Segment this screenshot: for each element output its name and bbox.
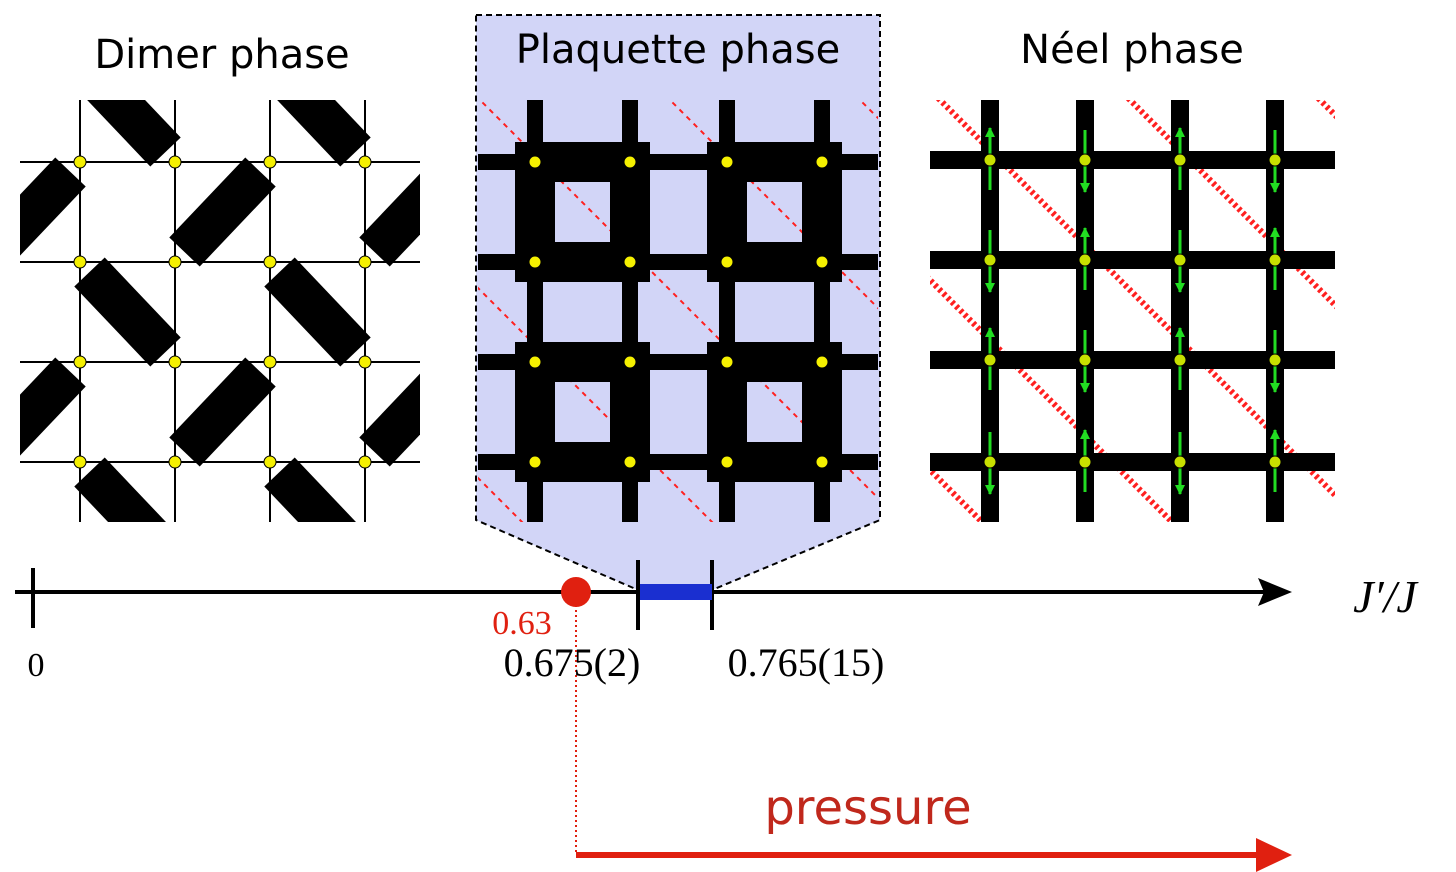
site <box>1174 354 1186 366</box>
site <box>721 156 733 168</box>
dimer <box>280 72 356 152</box>
site <box>264 256 276 268</box>
site <box>624 356 636 368</box>
site <box>74 456 86 468</box>
site <box>169 156 181 168</box>
dimer <box>185 172 261 252</box>
phase-title: Dimer phase <box>94 32 349 78</box>
marker-label: 0.63 <box>492 605 552 642</box>
dimer <box>0 372 71 452</box>
dimer <box>375 372 451 452</box>
site <box>984 354 996 366</box>
site <box>529 456 541 468</box>
site <box>1269 456 1281 468</box>
site <box>1174 154 1186 166</box>
site <box>529 156 541 168</box>
site <box>816 156 828 168</box>
site <box>1269 254 1281 266</box>
site <box>74 156 86 168</box>
site <box>984 154 996 166</box>
dimer <box>0 172 71 252</box>
tick-label: 0.675(2) <box>504 640 641 685</box>
dimer <box>280 472 356 552</box>
diagonal-bond <box>1390 60 1456 540</box>
site <box>1269 154 1281 166</box>
site <box>359 256 371 268</box>
pressure-label: pressure <box>764 780 971 836</box>
site <box>529 356 541 368</box>
dimer <box>90 72 166 152</box>
material-marker <box>561 577 591 607</box>
site <box>984 254 996 266</box>
tick-label: 0.765(15) <box>728 640 885 685</box>
site <box>1269 354 1281 366</box>
site <box>816 356 828 368</box>
dimer <box>280 272 356 352</box>
site <box>624 456 636 468</box>
site <box>264 456 276 468</box>
page: Dimer phase Plaquette phase Néel phase J… <box>0 0 1456 872</box>
site <box>1079 456 1091 468</box>
dimer <box>90 272 166 352</box>
site <box>624 256 636 268</box>
site <box>721 356 733 368</box>
site <box>264 156 276 168</box>
phase-title: Plaquette phase <box>516 27 841 73</box>
tick-label: 0 <box>28 647 45 684</box>
site <box>984 456 996 468</box>
site <box>1174 456 1186 468</box>
site <box>1079 354 1091 366</box>
dimer <box>90 472 166 552</box>
site <box>169 456 181 468</box>
site <box>816 456 828 468</box>
site <box>721 456 733 468</box>
dimer-lattice <box>0 72 451 552</box>
site <box>1079 154 1091 166</box>
site <box>359 356 371 368</box>
site <box>74 256 86 268</box>
site <box>624 156 636 168</box>
site <box>169 356 181 368</box>
pressure-arrowhead <box>1256 838 1292 872</box>
site <box>264 356 276 368</box>
site <box>359 156 371 168</box>
site <box>169 256 181 268</box>
axis-label: J′/J <box>1353 571 1419 622</box>
dimer <box>375 172 451 252</box>
site <box>816 256 828 268</box>
site <box>1079 254 1091 266</box>
site <box>529 256 541 268</box>
site <box>74 356 86 368</box>
dimer <box>185 372 261 452</box>
site <box>721 256 733 268</box>
site <box>359 456 371 468</box>
phase-title: Néel phase <box>1020 27 1244 73</box>
plaquette-interval <box>640 584 712 600</box>
site <box>1174 254 1186 266</box>
phase-diagram: Dimer phase Plaquette phase Néel phase J… <box>0 0 1456 872</box>
